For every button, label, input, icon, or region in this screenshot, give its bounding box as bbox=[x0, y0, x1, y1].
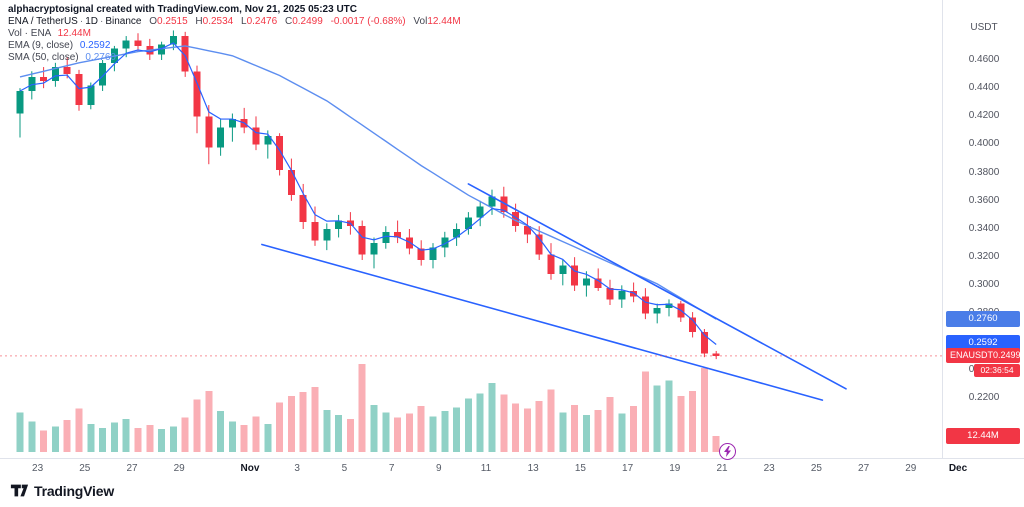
high-value: 0.2534 bbox=[202, 16, 234, 27]
chart-legend: ENA / TetherUS · 1D · Binance O0.2515 H0.253… bbox=[8, 16, 461, 64]
ema-indicator-value: 0.2592 bbox=[79, 40, 111, 51]
symbol-title[interactable]: ENA / TetherUS bbox=[8, 16, 78, 27]
flash-icon[interactable] bbox=[719, 443, 736, 460]
price-axis-label: 0.4400 bbox=[968, 82, 1000, 94]
time-axis[interactable]: 23 25 27 29 Nov 3 5 7 9 11 13 15 17 19 21 23 25 27 29 Dec bbox=[0, 458, 1024, 481]
last-price-value: 0.2499 bbox=[993, 350, 1021, 361]
tradingview-logo-text: TradingView bbox=[34, 482, 115, 499]
time-axis-label: 17 bbox=[622, 463, 634, 474]
open-label: O bbox=[149, 16, 158, 27]
ema-indicator-label: EMA (9, close) bbox=[8, 40, 74, 51]
open-value: 0.2515 bbox=[157, 16, 188, 27]
trendline[interactable] bbox=[467, 183, 847, 390]
price-axis-label: 0.4200 bbox=[968, 110, 1000, 122]
trendline[interactable] bbox=[261, 243, 824, 401]
tradingview-logo[interactable]: TradingView bbox=[10, 482, 114, 499]
time-axis-label: Dec bbox=[948, 463, 968, 474]
time-axis-label: 23 bbox=[763, 463, 775, 474]
price-axis[interactable]: USDT 0.2760 0.2592 ENAUSDT 0.2499 02:36:… bbox=[942, 0, 1024, 458]
price-axis-label: 0.3200 bbox=[968, 251, 1000, 263]
volume-layer bbox=[16, 364, 720, 452]
time-axis-label: 25 bbox=[79, 463, 91, 474]
time-axis-label: Nov bbox=[240, 463, 260, 474]
sma-indicator-label: SMA (50, close) bbox=[8, 52, 79, 63]
price-axis-label: 0.3000 bbox=[968, 279, 1000, 291]
change-value: -0.0017 (-0.68%) bbox=[330, 16, 406, 27]
volume-indicator-label: Vol · ENA bbox=[8, 28, 51, 39]
exchange-label: Binance bbox=[105, 16, 142, 27]
close-label: C bbox=[284, 16, 293, 27]
separator: · bbox=[79, 16, 84, 27]
footer-bar: TradingView bbox=[0, 480, 1024, 507]
price-axis-label: 0.3800 bbox=[968, 166, 1000, 178]
time-axis-label: 11 bbox=[480, 463, 492, 474]
volume-indicator-row[interactable]: Vol · ENA 12.44M bbox=[8, 28, 461, 39]
price-axis-label: 0.4600 bbox=[968, 54, 1000, 65]
price-axis-label: 0.2200 bbox=[968, 391, 1000, 403]
time-axis-label: 13 bbox=[527, 463, 539, 474]
time-axis-label: 3 bbox=[294, 463, 300, 474]
volume-indicator-value: 12.44M bbox=[57, 28, 91, 39]
price-chart-canvas[interactable] bbox=[0, 0, 942, 458]
low-value: 0.2476 bbox=[246, 16, 278, 27]
time-axis-label: 23 bbox=[32, 463, 44, 474]
sma-line bbox=[19, 45, 717, 320]
trendlines-layer bbox=[261, 183, 847, 401]
price-axis-label: 0.4000 bbox=[968, 138, 1000, 150]
price-axis-unit: USDT bbox=[970, 22, 998, 33]
time-axis-label: 27 bbox=[858, 463, 870, 474]
volume-value-badge: 12.44M bbox=[946, 428, 1020, 445]
time-axis-label: 25 bbox=[810, 463, 822, 474]
time-axis-label: 9 bbox=[436, 463, 442, 474]
price-axis-label: 0.3400 bbox=[968, 222, 1000, 234]
time-axis-label: 7 bbox=[388, 463, 395, 474]
ema-value-badge: 0.2592 bbox=[946, 334, 1020, 351]
sma-value-badge: 0.2760 bbox=[946, 311, 1020, 328]
sma-indicator-row[interactable]: SMA (50, close) 0.2760 bbox=[8, 52, 461, 63]
ema-indicator-row[interactable]: EMA (9, close) 0.2592 bbox=[8, 40, 461, 51]
price-axis-label: 0.3600 bbox=[968, 194, 1000, 206]
lightning-bolt-icon bbox=[724, 446, 731, 457]
close-value: 0.2499 bbox=[292, 16, 323, 27]
vol-label: Vol bbox=[413, 16, 428, 27]
tradingview-logo-mark bbox=[10, 484, 29, 497]
vol-value: 12.44M bbox=[427, 16, 461, 27]
bar-countdown: 02:36:54 bbox=[974, 363, 1020, 377]
separator: · bbox=[100, 16, 104, 27]
time-axis-label: 27 bbox=[126, 463, 138, 474]
high-label: H bbox=[195, 16, 203, 27]
low-label: L bbox=[241, 16, 247, 27]
last-price-symbol: ENAUSDT bbox=[950, 350, 994, 361]
time-axis-label: 15 bbox=[574, 463, 586, 474]
ema-line bbox=[19, 42, 717, 345]
candles-layer bbox=[16, 30, 720, 360]
symbol-row: ENA / TetherUS · 1D · Binance O0.2515 H0.253… bbox=[8, 16, 461, 27]
interval-label[interactable]: 1D bbox=[85, 16, 98, 27]
watermark-text: alphacryptosignal created with TradingVi… bbox=[8, 4, 358, 15]
time-axis-label: 5 bbox=[341, 463, 348, 474]
time-axis-label: 29 bbox=[905, 463, 917, 474]
time-axis-label: 21 bbox=[716, 463, 728, 474]
time-axis-label: 19 bbox=[669, 463, 681, 474]
time-axis-label: 29 bbox=[173, 463, 185, 474]
last-price-badge: ENAUSDT 0.2499 02:36:54 bbox=[946, 347, 1021, 377]
sma-indicator-value: 0.2760 bbox=[85, 52, 116, 63]
